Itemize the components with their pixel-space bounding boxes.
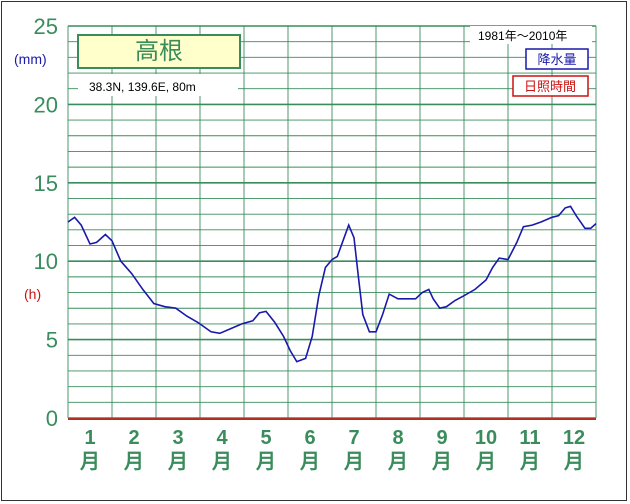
x-tick-label: 10 月	[475, 427, 497, 473]
legend-precip-label: 降水量	[537, 52, 576, 67]
precipitation-line	[67, 205, 597, 363]
legend-sunshine-label: 日照時間	[524, 79, 576, 94]
y-tick-label: 10	[34, 249, 58, 274]
subtitle-box	[78, 74, 238, 96]
chart-title: 高根	[135, 38, 183, 65]
y-tick-label: 5	[46, 328, 58, 353]
x-tick-labels: 1 月 2 月 3 月 4 月 5 月 6 月 7 月 8 月 9 月 10 月 11 月 12 月	[79, 427, 585, 473]
period-box	[470, 26, 592, 44]
title-box	[77, 34, 241, 69]
y-tick-label: 20	[34, 92, 58, 117]
station-info: 38.3N, 139.6E, 80m	[89, 80, 196, 94]
x-tick-label: 12 月	[563, 427, 585, 473]
x-tick-label: 11 月	[519, 427, 541, 473]
y-unit-sunshine: (h)	[24, 286, 41, 302]
y-tick-labels: 0 5 10 15 20 25	[34, 14, 58, 431]
y-tick-label: 15	[34, 171, 58, 196]
legend-sunshine-box	[512, 75, 589, 97]
y-unit-precip: (mm)	[14, 51, 47, 67]
period-label: 1981年～2010年	[478, 29, 567, 43]
legend-precip-box	[525, 48, 589, 70]
y-tick-label: 0	[46, 406, 58, 431]
y-tick-label: 25	[34, 14, 58, 39]
